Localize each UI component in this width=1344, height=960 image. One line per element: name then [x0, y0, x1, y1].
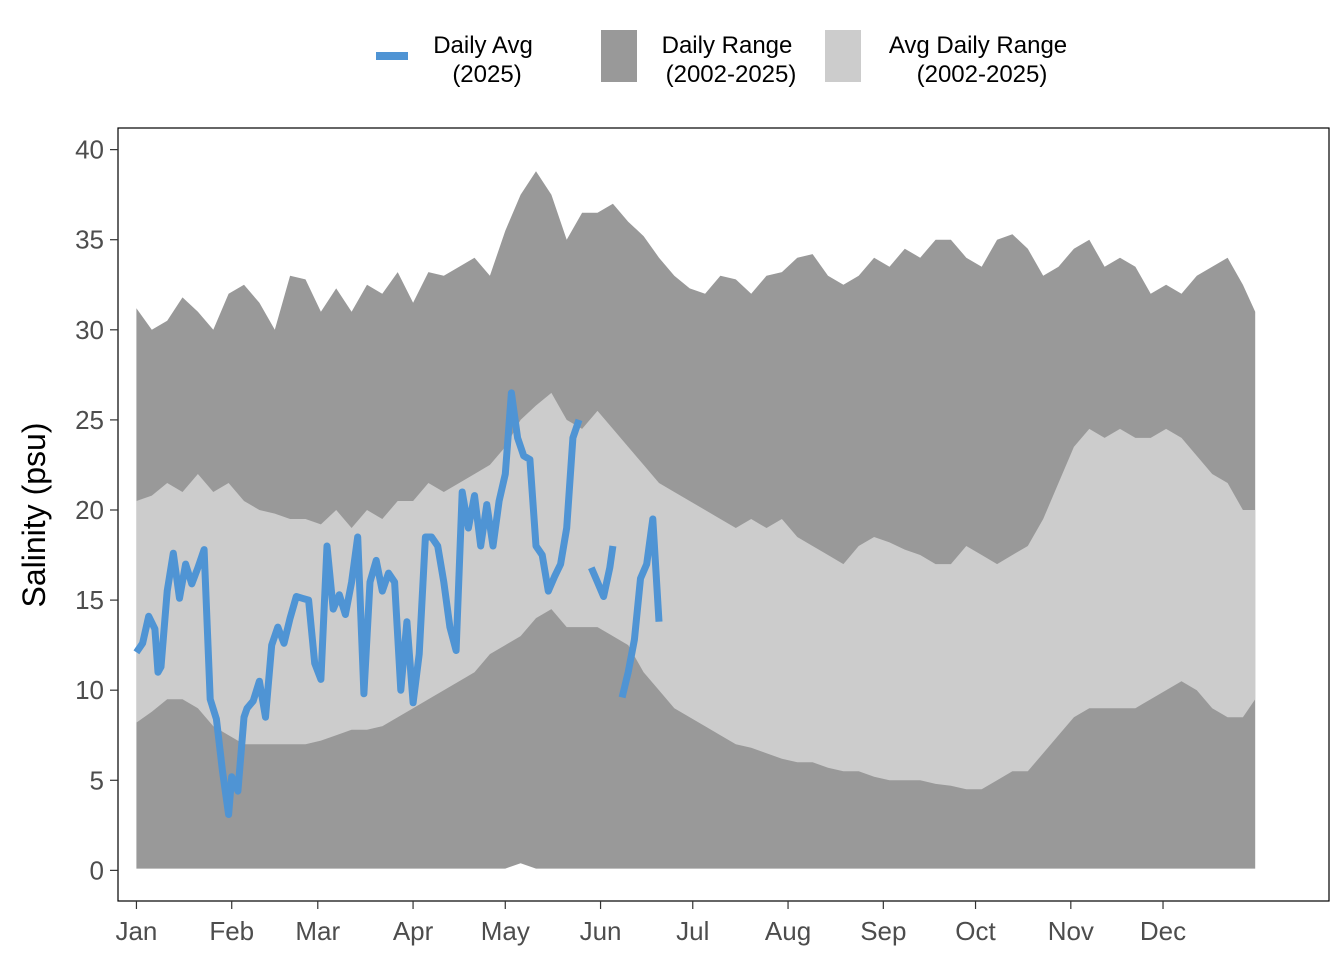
x-tick-label: Apr	[393, 916, 434, 946]
legend-label-daily-avg-line1: Daily Avg	[433, 32, 533, 59]
x-tick-label: Aug	[765, 916, 811, 946]
y-axis: 0 5 10 15 20 25 30 35 40	[75, 135, 118, 885]
x-tick-label: Jan	[115, 916, 157, 946]
x-tick-label: Feb	[209, 916, 254, 946]
legend-swatch-daily-range	[601, 30, 637, 82]
x-axis: Jan Feb Mar Apr May Jun Jul Aug Sep Oct Nov Dec	[115, 901, 1186, 946]
x-tick-label: May	[481, 916, 530, 946]
y-tick-label: 20	[75, 495, 104, 525]
legend: Daily Avg (2025) Daily Range (2002-2025)…	[376, 30, 1067, 88]
x-tick-label: Dec	[1140, 916, 1186, 946]
x-tick-label: Oct	[955, 916, 996, 946]
y-tick-label: 10	[75, 675, 104, 705]
y-tick-label: 15	[75, 585, 104, 615]
daily-avg-line-segment-3	[618, 515, 663, 699]
y-tick-label: 35	[75, 225, 104, 255]
x-tick-label: Sep	[860, 916, 906, 946]
x-tick-label: Jul	[676, 916, 709, 946]
y-tick-label: 5	[90, 765, 104, 795]
legend-label-daily-range-line1: Daily Range	[662, 32, 793, 59]
x-tick-label: Nov	[1048, 916, 1094, 946]
y-tick-label: 30	[75, 315, 104, 345]
daily-avg-line-segment-1	[133, 389, 583, 818]
y-tick-label: 25	[75, 405, 104, 435]
x-tick-label: Jun	[580, 916, 622, 946]
daily-avg-line-segment-2	[588, 545, 617, 600]
legend-label-daily-avg-line2: (2025)	[452, 61, 521, 88]
y-axis-title: Salinity (psu)	[16, 423, 52, 608]
x-tick-label: Mar	[295, 916, 340, 946]
plot-area	[133, 171, 1256, 869]
legend-label-daily-range-line2: (2002-2025)	[666, 61, 797, 88]
y-tick-label: 0	[90, 855, 104, 885]
y-tick-label: 40	[75, 135, 104, 165]
plot-border	[117, 127, 1330, 902]
legend-swatch-avg-daily-range	[825, 30, 861, 82]
legend-label-avg-daily-range-line2: (2002-2025)	[917, 61, 1048, 88]
legend-label-avg-daily-range-line1: Avg Daily Range	[889, 32, 1067, 59]
